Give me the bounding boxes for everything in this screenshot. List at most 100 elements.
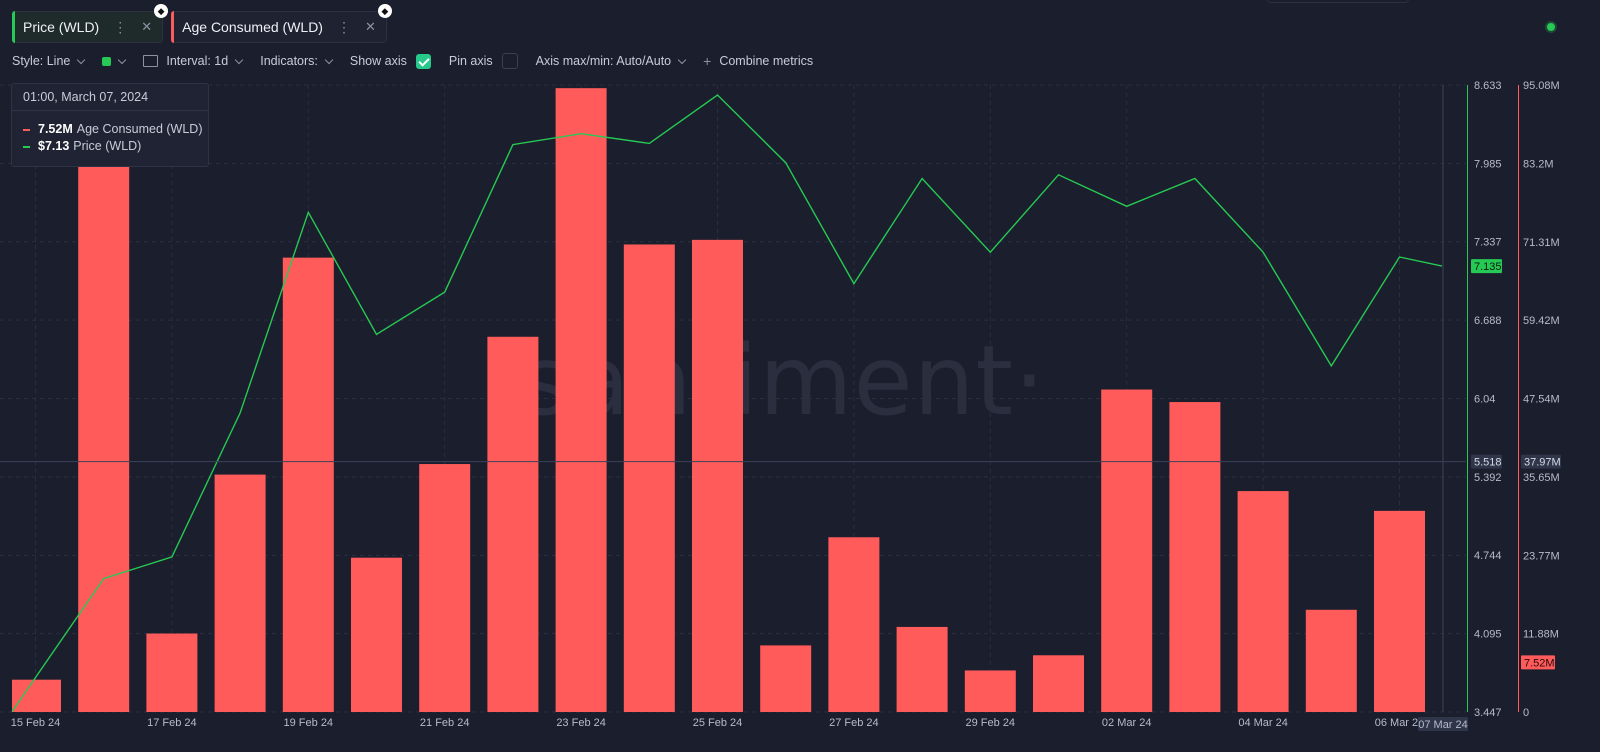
- tooltip-age-value: 7.52M: [38, 122, 73, 136]
- date-axis-tick-label: 06 Mar 24: [1375, 717, 1425, 729]
- bar: [419, 464, 471, 712]
- tab-age-menu-icon[interactable]: ⋮: [336, 18, 351, 35]
- plus-icon: +: [703, 53, 712, 69]
- date-axis-tick-label: 19 Feb 24: [284, 717, 334, 729]
- bar: [692, 239, 743, 712]
- price-axis-tick-label: 4.744: [1474, 550, 1502, 562]
- age-last-value-tag: 7.52M: [1524, 657, 1555, 669]
- tab-price-close-icon[interactable]: ✕: [141, 19, 153, 34]
- calendar-icon: [143, 55, 159, 67]
- date-axis-tick-label: 29 Feb 24: [966, 717, 1016, 729]
- bar: [555, 88, 607, 712]
- tab-age-close-icon[interactable]: ✕: [364, 19, 376, 34]
- tooltip-age-label: Age Consumed (WLD): [76, 122, 203, 136]
- tooltip-age-color: [23, 128, 30, 131]
- price-axis-tick-label: 7.985: [1474, 158, 1502, 170]
- tab-price-label: Price (WLD): [23, 19, 100, 35]
- bar: [282, 257, 334, 712]
- price-axis-tick-label: 5.392: [1474, 472, 1502, 484]
- axis-maxmin-dropdown[interactable]: Axis max/min: Auto/Auto: [535, 54, 687, 68]
- bar: [1305, 609, 1357, 712]
- age-crosshair-tag-bg: [1521, 454, 1561, 469]
- tooltip-price-label: Price (WLD): [73, 139, 142, 153]
- bar: [828, 537, 880, 712]
- combine-metrics-button[interactable]: + Combine metrics: [703, 53, 813, 69]
- tooltip-price-color: [23, 145, 30, 148]
- price-axis-tick-label: 6.688: [1474, 315, 1502, 327]
- age-axis-tick-label: 95.08M: [1523, 80, 1560, 92]
- tooltip-row-age: 7.52M Age Consumed (WLD): [12, 121, 208, 138]
- price-last-value-tag-bg: [1471, 259, 1502, 274]
- date-axis-tick-label: 17 Feb 24: [147, 717, 197, 729]
- bar: [896, 626, 948, 712]
- metric-tabs: Price (WLD) ⋮ ✕ ◆ Age Consumed (WLD) ⋮ ✕…: [12, 4, 392, 43]
- bar: [760, 645, 812, 712]
- pin-axis-checkbox[interactable]: [501, 53, 518, 69]
- pin-axis-label: Pin axis: [448, 54, 493, 68]
- bar: [146, 633, 198, 712]
- price-axis-tick-label: 8.633: [1474, 80, 1502, 92]
- price-crosshair-tag: 5.518: [1474, 457, 1502, 469]
- axis-maxmin-label: Axis max/min: Auto/Auto: [535, 54, 672, 68]
- indicators-dropdown[interactable]: Indicators:: [260, 54, 334, 68]
- age-axis-tick-label: 23.77M: [1523, 550, 1560, 562]
- live-status-dot: [1547, 23, 1555, 31]
- date-crosshair-tag: 07 Mar 24: [1418, 719, 1468, 731]
- age-axis-tick-label: 47.54M: [1523, 394, 1560, 406]
- chart-toolbar: Style: Line Interval: 1d Indicators: Sho…: [12, 52, 831, 70]
- show-axis-toggle[interactable]: Show axis: [349, 53, 431, 69]
- interval-label: Interval: 1d: [166, 54, 229, 68]
- bar: [1169, 402, 1221, 712]
- chart-tooltip: 01:00, March 07, 2024 7.52M Age Consumed…: [11, 83, 209, 167]
- pin-axis-toggle[interactable]: Pin axis: [449, 53, 518, 69]
- date-axis-tick-label: 23 Feb 24: [556, 717, 606, 729]
- show-axis-label: Show axis: [349, 54, 407, 68]
- tab-price-color: [12, 11, 15, 43]
- watermark: santiment·: [520, 325, 1046, 437]
- bar: [78, 141, 130, 713]
- price-crosshair-tag-bg: [1471, 454, 1502, 469]
- tab-age-label: Age Consumed (WLD): [182, 19, 323, 35]
- date-axis-tick-label: 04 Mar 24: [1238, 717, 1288, 729]
- tab-price-menu-icon[interactable]: ⋮: [113, 18, 128, 35]
- interval-dropdown[interactable]: Interval: 1d: [143, 54, 244, 68]
- age-axis-tick-label: 71.31M: [1523, 237, 1560, 249]
- bar: [351, 557, 402, 712]
- tooltip-date: 01:00, March 07, 2024: [12, 84, 208, 111]
- age-axis-tick-label: 59.42M: [1523, 315, 1560, 327]
- age-crosshair-tag: 37.97M: [1524, 457, 1561, 469]
- bar: [623, 244, 675, 712]
- date-axis-tick-label: 27 Feb 24: [829, 717, 879, 729]
- date-axis-tick-label: 25 Feb 24: [693, 717, 743, 729]
- bar-series-age-consumed: [12, 88, 1425, 713]
- price-axis-tick-label: 4.095: [1474, 629, 1502, 641]
- date-axis-tick-label: 15 Feb 24: [11, 717, 61, 729]
- show-axis-checkbox[interactable]: [415, 53, 431, 69]
- age-axis-tick-label: 0: [1523, 707, 1529, 719]
- style-label: Style: Line: [12, 54, 71, 68]
- tab-price[interactable]: Price (WLD) ⋮ ✕ ◆: [12, 4, 169, 43]
- bar: [1101, 389, 1153, 712]
- indicators-label: Indicators:: [260, 54, 318, 68]
- bar: [12, 679, 61, 712]
- bar: [1033, 655, 1084, 712]
- bar: [964, 670, 1016, 712]
- bar: [214, 474, 266, 712]
- price-line: [11, 94, 1443, 712]
- color-swatch: [102, 56, 112, 66]
- age-last-value-tag-bg: [1521, 655, 1555, 670]
- ethereum-icon: ◆: [154, 4, 169, 18]
- tooltip-price-value: $7.13: [38, 139, 70, 153]
- tooltip-row-price: $7.13 Price (WLD): [12, 138, 208, 155]
- color-dropdown[interactable]: [102, 55, 127, 66]
- date-axis-tick-label: 21 Feb 24: [420, 717, 470, 729]
- price-last-value-tag: 7.135: [1474, 261, 1502, 273]
- ethereum-icon: ◆: [377, 4, 392, 18]
- bar: [1374, 510, 1425, 712]
- age-axis-tick-label: 83.2M: [1523, 158, 1554, 170]
- price-axis-tick-label: 6.04: [1474, 394, 1495, 406]
- tab-age-color: [171, 11, 175, 43]
- style-dropdown[interactable]: Style: Line: [12, 54, 86, 68]
- tab-age-consumed[interactable]: Age Consumed (WLD) ⋮ ✕ ◆: [171, 4, 392, 43]
